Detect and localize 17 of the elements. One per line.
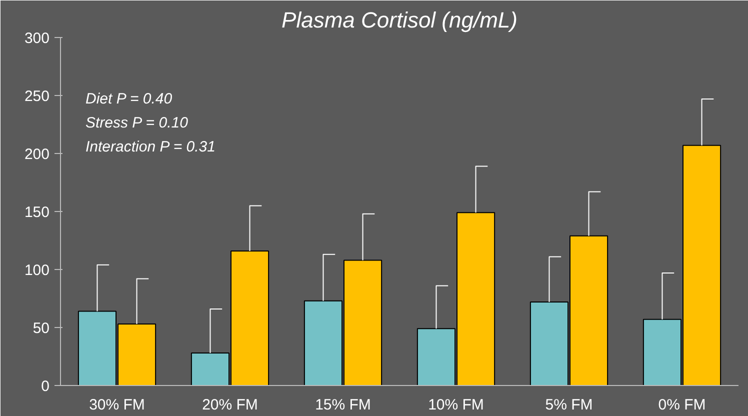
annotation: Diet P = 0.40 (86, 90, 173, 108)
y-tick-label: 100 (24, 262, 50, 279)
y-tick-label: 300 (24, 30, 50, 47)
x-tick-label: 20% FM (202, 396, 258, 414)
x-tick-label: 10% FM (428, 396, 484, 414)
x-tick-label: 0% FM (658, 396, 706, 414)
x-tick-label: 30% FM (89, 396, 145, 414)
x-tick-label: 15% FM (315, 396, 371, 414)
y-tick-label: 200 (24, 146, 50, 163)
annotation: Stress P = 0.10 (86, 114, 189, 132)
y-tick-label: 250 (24, 88, 50, 105)
annotation: Interaction P = 0.31 (86, 138, 216, 156)
y-tick-label: 150 (24, 204, 50, 221)
y-tick-label: 50 (32, 320, 50, 337)
chart-title: Plasma Cortisol (ng/mL) (282, 8, 518, 32)
x-tick-label: 5% FM (545, 396, 593, 414)
y-tick-label: 0 (41, 378, 50, 395)
